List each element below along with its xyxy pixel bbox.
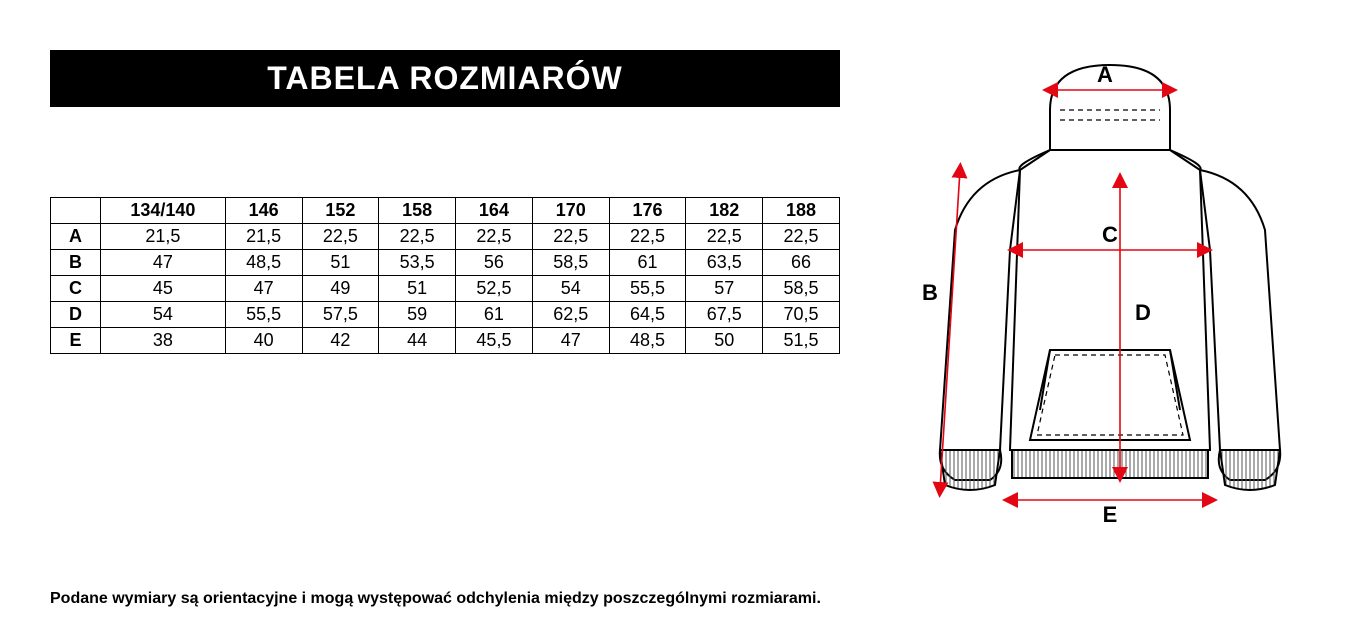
cell: 59 (379, 302, 456, 328)
cell: 64,5 (609, 302, 686, 328)
cell: 58,5 (763, 276, 840, 302)
cell: 70,5 (763, 302, 840, 328)
cell: 45,5 (456, 328, 533, 354)
size-table-header-cell: 188 (763, 198, 840, 224)
cell: 38 (101, 328, 226, 354)
cell: 61 (609, 250, 686, 276)
cell: 45 (101, 276, 226, 302)
cell: 62,5 (532, 302, 609, 328)
cell: 22,5 (686, 224, 763, 250)
cell: 54 (532, 276, 609, 302)
row-label: B (51, 250, 101, 276)
cell: 40 (225, 328, 302, 354)
cell: 44 (379, 328, 456, 354)
cell: 22,5 (302, 224, 379, 250)
cell: 22,5 (763, 224, 840, 250)
cell: 55,5 (225, 302, 302, 328)
cell: 22,5 (609, 224, 686, 250)
size-table-header-row: 134/140 146 152 158 164 170 176 182 188 (51, 198, 840, 224)
footnote: Podane wymiary są orientacyjne i mogą wy… (50, 590, 821, 608)
table-row: C 45 47 49 51 52,5 54 55,5 57 58,5 (51, 276, 840, 302)
cell: 63,5 (686, 250, 763, 276)
cell: 22,5 (532, 224, 609, 250)
cell: 51 (302, 250, 379, 276)
table-row: D 54 55,5 57,5 59 61 62,5 64,5 67,5 70,5 (51, 302, 840, 328)
title-bar: TABELA ROZMIARÓW (50, 50, 840, 107)
size-table-header-cell: 176 (609, 198, 686, 224)
size-table-header-cell (51, 198, 101, 224)
cell: 57 (686, 276, 763, 302)
table-row: A 21,5 21,5 22,5 22,5 22,5 22,5 22,5 22,… (51, 224, 840, 250)
cell: 21,5 (225, 224, 302, 250)
row-label: E (51, 328, 101, 354)
cell: 51,5 (763, 328, 840, 354)
cell: 66 (763, 250, 840, 276)
size-table: 134/140 146 152 158 164 170 176 182 188 … (50, 197, 840, 354)
cell: 49 (302, 276, 379, 302)
row-label: D (51, 302, 101, 328)
cell: 48,5 (609, 328, 686, 354)
size-table-header-cell: 146 (225, 198, 302, 224)
hoodie-diagram: A B C D E (900, 50, 1320, 535)
table-row: E 38 40 42 44 45,5 47 48,5 50 51,5 (51, 328, 840, 354)
cell: 42 (302, 328, 379, 354)
cell: 54 (101, 302, 226, 328)
cell: 48,5 (225, 250, 302, 276)
row-label: C (51, 276, 101, 302)
cell: 22,5 (456, 224, 533, 250)
cell: 50 (686, 328, 763, 354)
cell: 67,5 (686, 302, 763, 328)
size-table-header-cell: 152 (302, 198, 379, 224)
cell: 47 (532, 328, 609, 354)
row-label: A (51, 224, 101, 250)
svg-text:D: D (1135, 300, 1151, 325)
cell: 57,5 (302, 302, 379, 328)
svg-text:E: E (1103, 502, 1118, 527)
size-table-header-cell: 158 (379, 198, 456, 224)
size-table-header-cell: 164 (456, 198, 533, 224)
cell: 61 (456, 302, 533, 328)
table-row: B 47 48,5 51 53,5 56 58,5 61 63,5 66 (51, 250, 840, 276)
cell: 55,5 (609, 276, 686, 302)
cell: 47 (101, 250, 226, 276)
cell: 21,5 (101, 224, 226, 250)
cell: 22,5 (379, 224, 456, 250)
cell: 52,5 (456, 276, 533, 302)
size-table-header-cell: 182 (686, 198, 763, 224)
cell: 51 (379, 276, 456, 302)
svg-text:B: B (922, 280, 938, 305)
cell: 56 (456, 250, 533, 276)
svg-text:C: C (1102, 222, 1118, 247)
size-table-header-cell: 170 (532, 198, 609, 224)
svg-text:A: A (1097, 62, 1113, 87)
cell: 47 (225, 276, 302, 302)
cell: 58,5 (532, 250, 609, 276)
size-table-header-cell: 134/140 (101, 198, 226, 224)
cell: 53,5 (379, 250, 456, 276)
